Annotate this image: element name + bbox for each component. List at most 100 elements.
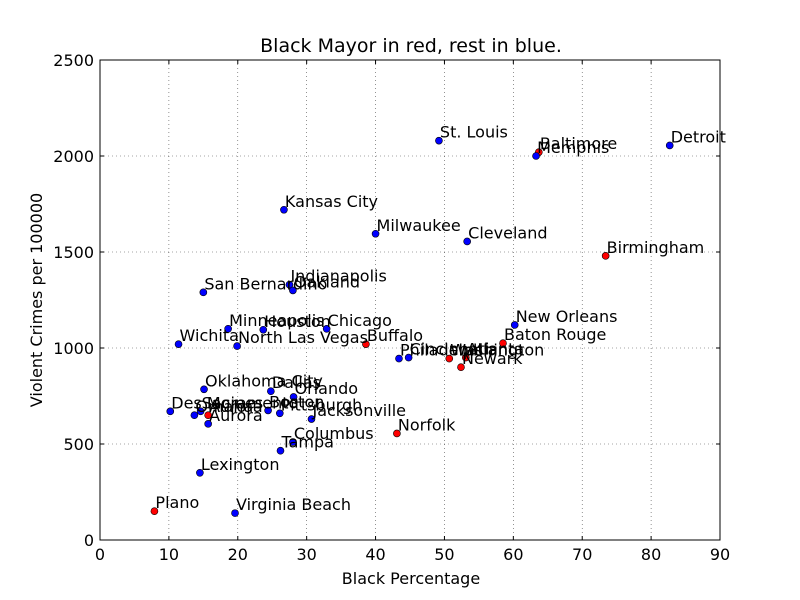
data-point <box>393 429 401 438</box>
data-point <box>395 354 403 363</box>
point-label: Buffalo <box>367 326 423 345</box>
point-label: North Las Vegas <box>238 328 368 347</box>
data-point <box>499 339 507 348</box>
data-point <box>204 411 212 420</box>
point-label: Philadelphia <box>400 341 497 360</box>
point-label: Kansas City <box>285 192 378 211</box>
point-label: Boston <box>269 392 324 411</box>
data-point <box>371 229 380 238</box>
data-point <box>276 446 285 455</box>
data-point <box>601 252 610 260</box>
x-tick-label: 50 <box>434 545 454 564</box>
point-label: Aurora <box>209 397 262 416</box>
x-tick-label: 70 <box>572 545 592 564</box>
x-tick-label: 60 <box>503 545 523 564</box>
data-point <box>404 353 413 362</box>
data-point <box>204 420 212 428</box>
x-tick-label: 10 <box>159 545 179 564</box>
data-point <box>264 406 272 415</box>
point-label: Lexington <box>201 455 280 474</box>
y-axis-title: Violent Crimes per 100000 <box>27 193 46 407</box>
x-tick-label: 30 <box>296 545 316 564</box>
x-tick-label: 40 <box>365 545 385 564</box>
data-point <box>435 136 443 145</box>
x-tick-label: 80 <box>641 545 661 564</box>
y-tick-label: 1000 <box>53 339 94 358</box>
point-label: Columbus <box>294 424 374 443</box>
data-point <box>463 237 471 246</box>
point-label: Plano <box>155 493 199 512</box>
point-label: Oklahoma City <box>205 371 323 390</box>
point-label: Newark <box>462 349 523 368</box>
data-point <box>259 325 268 334</box>
point-label: Detroit <box>671 127 726 146</box>
x-tick-label: 90 <box>710 545 730 564</box>
point-label: Aurora <box>209 406 262 425</box>
point-label: New Orleans <box>516 307 618 326</box>
data-point <box>461 353 470 362</box>
data-point <box>289 393 298 401</box>
labels-layer: Plano Norfolk Newark Baton Rouge Birmingham B… <box>155 123 725 514</box>
point-label: Cleveland <box>468 223 547 242</box>
data-point <box>224 324 232 333</box>
data-point <box>231 509 239 517</box>
plot-frame <box>99 59 721 541</box>
point-label: Atlanta <box>467 340 524 359</box>
data-point <box>190 411 199 420</box>
point-label: Tampa <box>280 433 333 452</box>
data-point <box>457 363 465 372</box>
points-layer <box>150 136 674 517</box>
x-axis-title: Black Percentage <box>342 569 480 588</box>
point-label: Wichita <box>180 326 239 345</box>
point-label: Chicago <box>328 311 392 330</box>
point-label: Minneapolis <box>229 311 324 330</box>
data-point <box>200 385 208 394</box>
point-label: Milwaukee <box>377 216 461 235</box>
point-label: Washington <box>450 341 544 360</box>
point-label: Cincinnati <box>410 340 490 359</box>
data-point <box>289 438 297 446</box>
chart-title: Black Mayor in red, rest in blue. <box>260 35 562 57</box>
point-label: Memphis <box>537 138 609 157</box>
data-point <box>510 321 519 329</box>
data-point <box>285 280 294 289</box>
y-tick-label: 2000 <box>53 147 94 166</box>
point-label: Baton Rouge <box>504 325 606 344</box>
data-point <box>166 407 175 416</box>
data-point <box>307 415 316 423</box>
grid-layer <box>100 60 720 540</box>
data-point <box>322 324 331 333</box>
point-label: Dallas <box>272 373 321 392</box>
data-point <box>445 354 454 363</box>
point-label: Oakland <box>294 272 360 291</box>
point-label: Jacksonville <box>311 401 406 420</box>
data-point <box>196 407 205 416</box>
point-label: San Bernardino <box>204 274 327 293</box>
data-point <box>199 288 208 297</box>
point-label: Pittsburgh <box>281 395 363 414</box>
point-label: Norfolk <box>398 415 456 434</box>
point-label: Birmingham <box>607 238 705 257</box>
x-tick-label: 20 <box>228 545 248 564</box>
point-label: St. Louis <box>440 123 508 142</box>
y-tick-label: 1500 <box>53 243 94 262</box>
data-point <box>362 340 370 348</box>
data-point <box>174 340 183 348</box>
point-label: Des Moines <box>171 393 263 412</box>
point-label: Omaha <box>195 397 253 416</box>
data-point <box>267 387 275 396</box>
data-point <box>196 468 204 477</box>
point-label: Virginia Beach <box>236 495 351 514</box>
point-label: Indianapolis <box>290 267 386 286</box>
y-tick-label: 500 <box>63 435 94 454</box>
y-tick-label: 0 <box>84 531 94 550</box>
point-label: Orlando <box>295 379 359 398</box>
data-point <box>532 152 540 160</box>
point-label: Sacramento <box>202 393 299 412</box>
data-point <box>150 507 159 516</box>
y-tick-label: 2500 <box>53 51 94 70</box>
data-point <box>233 342 241 350</box>
data-point <box>275 409 284 418</box>
x-tick-label: 0 <box>95 545 105 564</box>
